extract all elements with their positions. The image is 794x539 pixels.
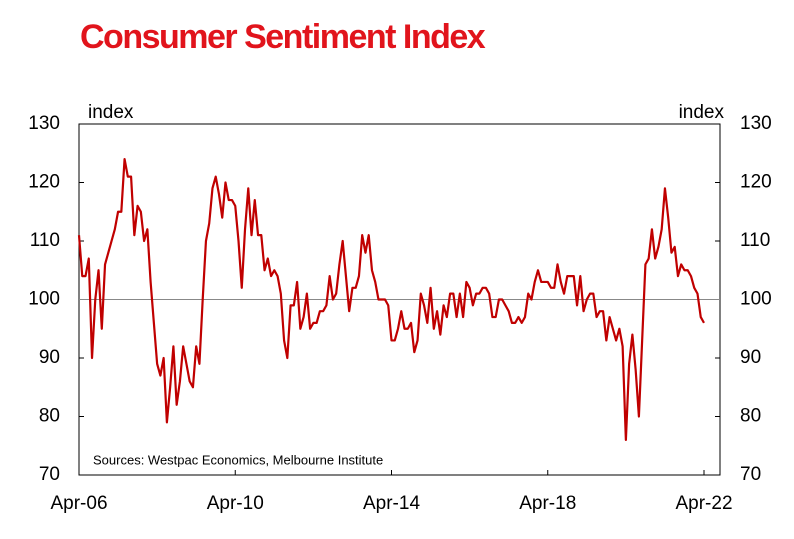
y-tick-label: 80	[39, 406, 60, 427]
x-tick-label: Apr-06	[50, 493, 107, 514]
x-tick-label: Apr-14	[363, 493, 420, 514]
y2-tick-label: 120	[740, 172, 772, 193]
data-line	[77, 158, 705, 441]
x-tick-label: Apr-22	[675, 493, 732, 514]
y2-tick-label: 110	[740, 230, 770, 251]
y-tick-label: 120	[28, 172, 60, 193]
y2-tick-label: 80	[740, 406, 761, 427]
y2-axis-label: index	[679, 102, 725, 123]
y-tick-label: 130	[28, 113, 60, 134]
y2-tick-label: 100	[740, 289, 772, 310]
y-axis-label: index	[88, 102, 134, 123]
y2-tick-label: 70	[740, 464, 761, 485]
chart-title: Consumer Sentiment Index	[80, 18, 486, 56]
y2-tick-label: 90	[740, 347, 761, 368]
y-tick-label: 90	[39, 347, 60, 368]
annotation: Sources: Westpac Economics, Melbourne In…	[93, 452, 383, 467]
x-tick-label: Apr-18	[519, 493, 576, 514]
y2-tick-label: 130	[740, 113, 772, 134]
y-tick-label: 100	[28, 289, 60, 310]
x-tick-label: Apr-10	[207, 493, 264, 514]
y-tick-label: 70	[39, 464, 60, 485]
y-tick-label: 110	[30, 230, 60, 251]
